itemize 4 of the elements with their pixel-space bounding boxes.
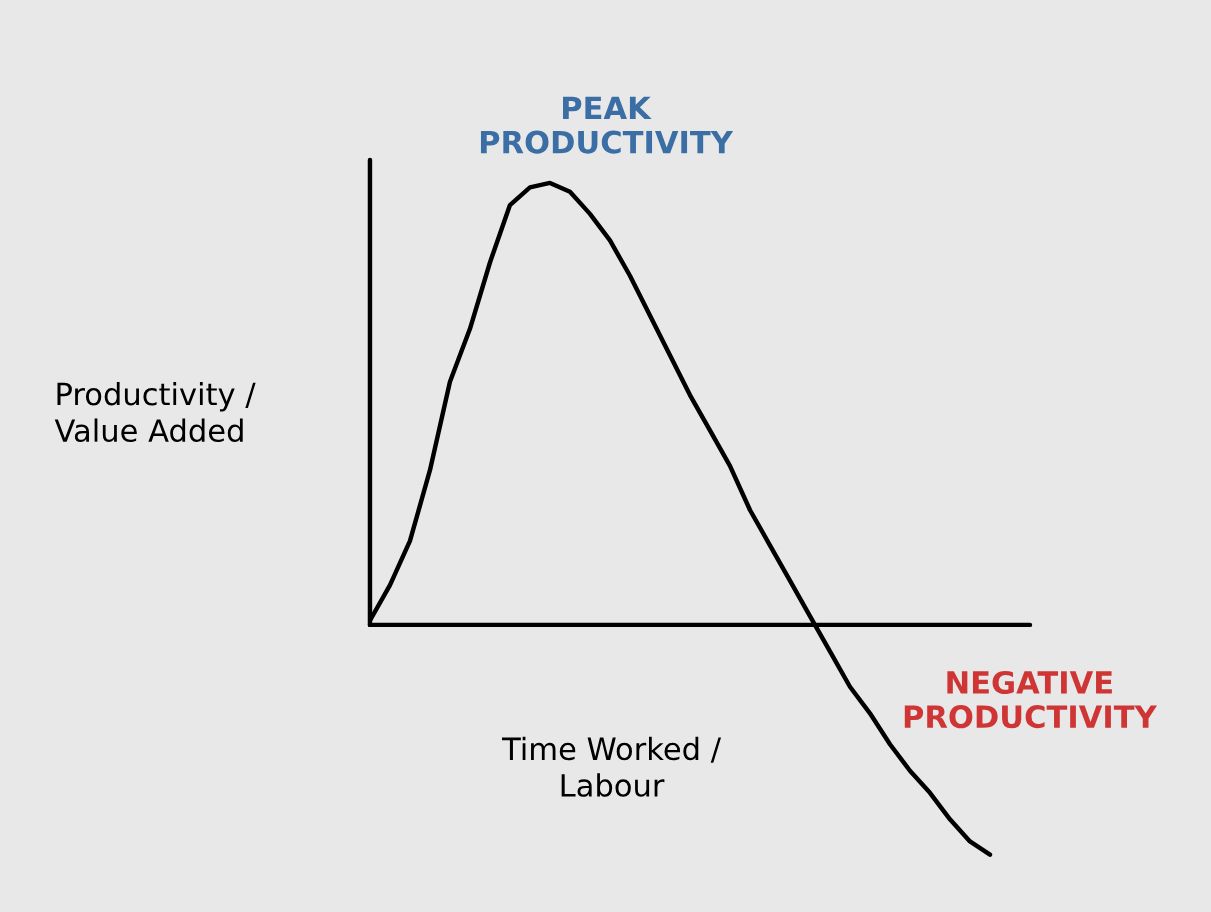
- y-axis-title: Productivity / Value Added: [54, 381, 256, 443]
- annotation: NEGATIVE PRODUCTIVITY: [904, 670, 1157, 729]
- x-axis-title: Time Worked / Labour: [502, 736, 722, 797]
- text: PEAK PRODUCTIVITY: [480, 96, 734, 154]
